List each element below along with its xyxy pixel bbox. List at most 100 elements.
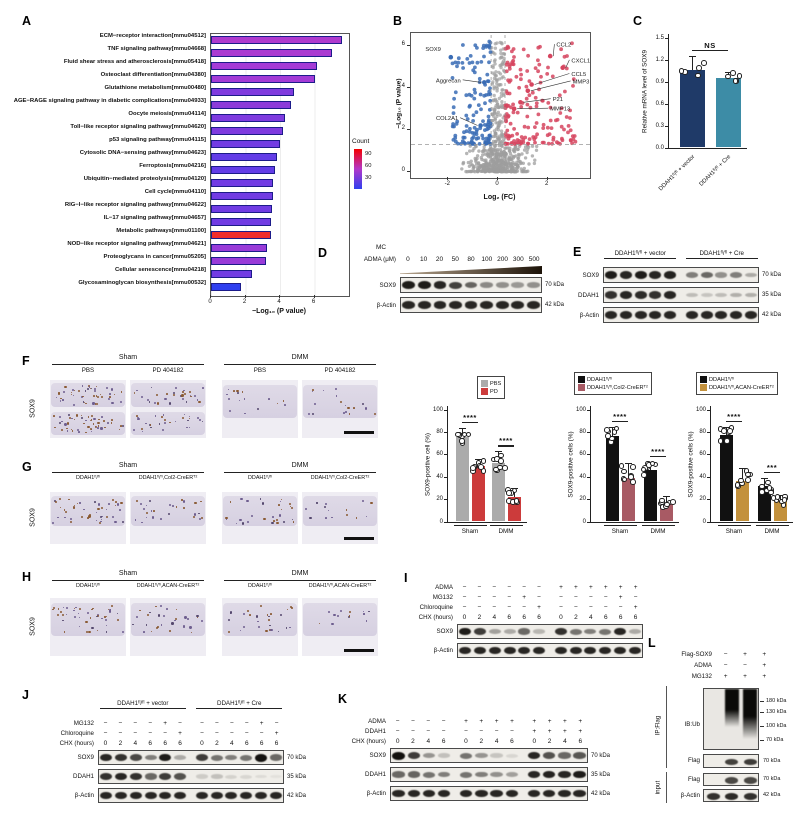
kda-label: 70 kDa	[763, 757, 781, 764]
kegg-bar	[211, 218, 272, 226]
y-tick-label: 100	[575, 406, 586, 413]
treatment-label: MC	[376, 244, 387, 251]
cell-dot	[323, 505, 326, 508]
column-label: PD 404182	[324, 367, 356, 374]
data-point	[478, 464, 484, 471]
condition-value: +	[259, 719, 264, 727]
kda-label: 70 kDa	[763, 776, 781, 782]
band	[605, 291, 618, 299]
cell-dot	[146, 399, 149, 402]
band-box	[603, 287, 759, 303]
cell-dot	[56, 397, 58, 399]
cell-dot	[171, 622, 174, 625]
cell-dot	[64, 516, 66, 519]
cell-dot	[85, 620, 88, 624]
cell-dot	[73, 615, 77, 619]
lane	[209, 774, 224, 779]
condition-value: +	[178, 729, 182, 737]
condition-value: +	[532, 717, 537, 725]
cell-dot	[137, 417, 140, 420]
row-label: ADMA	[694, 662, 712, 669]
band-row: SOX9 70 kDa	[336, 746, 628, 765]
cell-dot	[143, 631, 145, 633]
band	[649, 271, 662, 279]
band-box	[703, 773, 759, 786]
cell-dot	[88, 630, 91, 634]
lane	[474, 789, 489, 798]
band	[558, 770, 571, 779]
band	[743, 777, 757, 784]
cell-dot	[61, 420, 63, 423]
panel-k-western-blot: ADMA − − − − + + + + + + + + DDAH1− − − − − − − − + + + + CHX (ho…	[336, 686, 628, 814]
y-tick-label: 0.6	[655, 100, 664, 107]
lane-area: 0 2 4 6 6 6 0 2 4 6 6 6	[457, 614, 643, 621]
cell-dot	[187, 617, 190, 620]
lane	[627, 629, 642, 634]
kegg-pathway-label: Oocyte meiosis[mmu04114]	[128, 111, 206, 117]
cell-dot	[80, 414, 83, 417]
band	[392, 751, 405, 760]
cell-dot	[53, 499, 56, 502]
scale-bar	[344, 537, 374, 540]
cell-dot	[135, 616, 138, 619]
kda-label: 42 kDa	[545, 302, 565, 308]
blot: DDAH1ᶠˡ/ᶠˡ + vector DDAH1ᶠˡ/ᶠˡ + Cre SOX9 7…	[571, 250, 802, 325]
group-label: Sham	[461, 527, 479, 535]
band	[225, 754, 238, 761]
band	[725, 758, 739, 765]
lane	[729, 311, 744, 319]
band-box	[390, 748, 588, 763]
y-tick-mark	[707, 454, 710, 456]
lane	[598, 646, 613, 655]
condition-value: −	[507, 603, 512, 611]
y-axis	[447, 406, 449, 522]
lane	[448, 301, 464, 309]
cell-dot	[238, 399, 240, 401]
condition-value: −	[510, 727, 514, 735]
y-axis-label: SOX9-positive cells (%)	[567, 431, 575, 498]
svg-text:CXCL10: CXCL10	[571, 58, 590, 64]
error-cap	[688, 56, 696, 58]
condition-value: 80	[467, 256, 475, 263]
row-side-label: SOX9	[29, 399, 37, 418]
condition-value: −	[148, 719, 153, 727]
condition-value: 6	[163, 739, 167, 747]
condition-value: 300	[512, 256, 524, 263]
lane	[743, 272, 758, 278]
band	[495, 282, 509, 288]
condition-value: 6	[522, 613, 526, 621]
x-axis-label: −Log₁₀ (P value)	[252, 308, 306, 315]
kegg-pathway-label: RIG−I−like receptor signaling pathway[mm…	[64, 202, 206, 208]
tissue-strip	[50, 496, 126, 527]
cell-dot	[151, 516, 155, 519]
condition-value: 0	[462, 613, 467, 621]
marker-tick	[760, 726, 764, 727]
x-axis	[668, 148, 747, 150]
error-bar	[763, 478, 765, 487]
group: DDAH1ᶠˡ/ᶠˡ + vector	[603, 250, 678, 265]
lane	[663, 271, 678, 279]
cell-dot	[229, 501, 232, 503]
row-label: SOX9	[379, 281, 396, 289]
band	[526, 282, 540, 288]
cell-dot	[280, 498, 283, 500]
condition-value: −	[411, 727, 415, 735]
cell-dot	[232, 390, 235, 392]
cell-dot	[173, 391, 176, 395]
blot: Flag-SOX9 − + + ADMA − − + MG132 + + +	[648, 649, 802, 682]
band-box	[457, 624, 643, 639]
cell-dot	[108, 608, 111, 611]
cell-dot	[58, 421, 61, 424]
cell-dot	[109, 396, 111, 398]
band	[527, 789, 541, 798]
cell-dot	[172, 393, 176, 397]
cell-dot	[228, 409, 231, 412]
cell-dot	[113, 393, 115, 396]
cell-dot	[52, 522, 55, 524]
band	[210, 754, 223, 761]
cell-dot	[58, 498, 61, 501]
lane	[224, 774, 239, 779]
cell-dot	[111, 401, 114, 405]
wedge-area	[400, 266, 542, 274]
